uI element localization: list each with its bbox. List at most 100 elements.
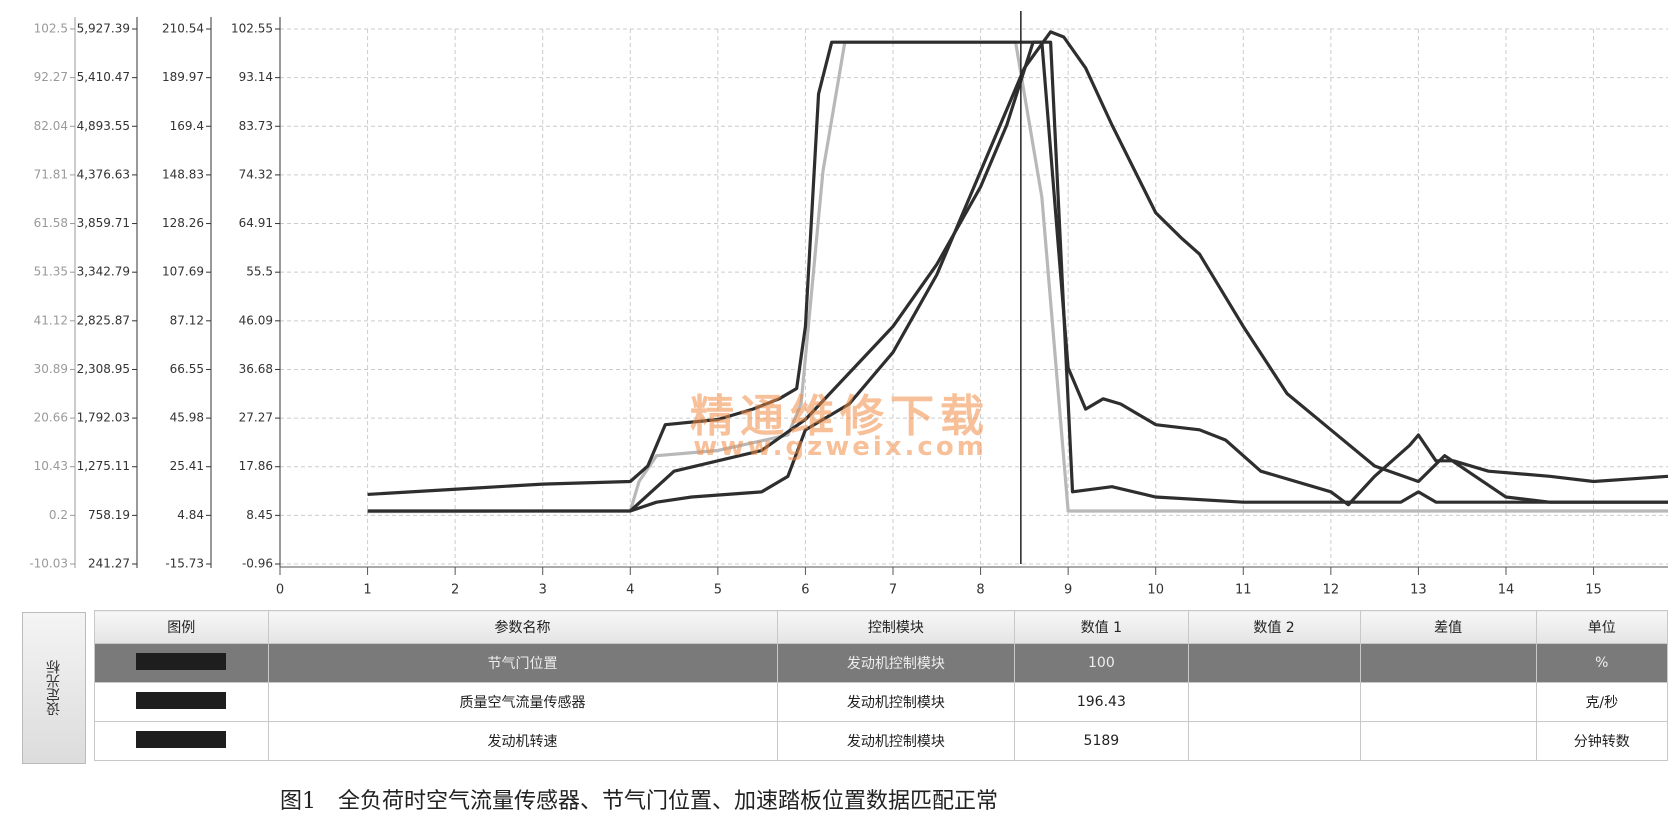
table-row[interactable]: 节气门位置 发动机控制模块 100%	[94, 643, 1669, 683]
y-tick-label: 41.12	[34, 313, 68, 327]
unit: %	[1535, 643, 1669, 683]
watermark-url: www.gzweix.com	[693, 432, 987, 462]
x-tick-label: 2	[451, 583, 459, 598]
y-tick-label: 1,792.03	[77, 411, 130, 425]
series-line	[367, 40, 1668, 513]
y-tick-label: -0.96	[242, 557, 273, 571]
value-2	[1187, 721, 1361, 761]
y-tick-label: 107.69	[162, 265, 204, 279]
x-tick-label: 1	[363, 583, 371, 598]
legend-cell	[94, 643, 269, 683]
y-tick-label: 51.35	[34, 265, 68, 279]
legend-cell	[94, 682, 269, 722]
y-tick-label: 2,825.87	[77, 313, 130, 327]
value-1: 5189	[1014, 721, 1189, 761]
unit: 克/秒	[1535, 682, 1669, 722]
column-header: 图例	[94, 610, 269, 644]
y-tick-label: 17.86	[239, 459, 273, 473]
y-tick-label: 30.89	[34, 362, 68, 376]
y-tick-label: 87.12	[170, 313, 204, 327]
x-tick-label: 4	[626, 583, 634, 598]
x-tick-label: 11	[1235, 583, 1252, 598]
y-tick-label: 241.27	[88, 557, 130, 571]
y-tick-label: 210.54	[162, 22, 204, 36]
caption: 图1 全负荷时空气流量传感器、节气门位置、加速踏板位置数据匹配正常	[280, 789, 998, 814]
x-tick-label: 12	[1323, 583, 1340, 598]
watermark-title: 精通维修下载	[690, 391, 990, 442]
table-row[interactable]: 质量空气流量传感器 发动机控制模块 196.43 克/秒	[94, 682, 1669, 722]
legend-swatch	[136, 652, 227, 670]
difference	[1359, 682, 1537, 722]
x-tick-label: 7	[889, 583, 897, 598]
column-header: 数值 2	[1187, 610, 1361, 644]
value-1: 100	[1014, 643, 1189, 683]
series-line	[629, 30, 1668, 513]
y-tick-label: 128.26	[162, 216, 204, 230]
y-tick-label: 20.66	[34, 411, 68, 425]
y-tick-label: 61.58	[34, 216, 68, 230]
y-tick-label: 4.84	[177, 508, 204, 522]
y-tick-label: 8.45	[246, 508, 273, 522]
y-tick-label: 5,927.39	[77, 22, 130, 36]
y-tick-label: -15.73	[165, 557, 204, 571]
difference	[1359, 643, 1537, 683]
y-tick-label: 46.09	[239, 313, 273, 327]
value-1: 196.43	[1014, 682, 1189, 722]
x-tick-label: 5	[714, 583, 722, 598]
y-tick-label: 102.55	[231, 22, 273, 36]
parameter-name: 发动机转速	[267, 721, 778, 761]
y-tick-label: 71.81	[34, 167, 68, 181]
legend-swatch	[136, 691, 227, 709]
legend-swatch	[136, 730, 227, 748]
chart: -10.03 0.2 10.43 20.66 30.89 41.12 51.35 61.58 7…	[29, 11, 1669, 598]
y-tick-label: 36.68	[239, 362, 273, 376]
series-line	[367, 40, 1668, 514]
y-tick-label: 93.14	[239, 70, 273, 84]
x-tick-label: 10	[1147, 583, 1164, 598]
unit: 分钟转数	[1535, 721, 1669, 761]
y-tick-label: 102.5	[34, 22, 68, 36]
control-module: 发动机控制模块	[776, 682, 1016, 722]
y-tick-label: 64.91	[239, 216, 273, 230]
legend-cell	[94, 721, 269, 761]
x-tick-label: 0	[276, 583, 284, 598]
y-tick-label: 5,410.47	[77, 70, 130, 84]
y-tick-label: 55.5	[246, 265, 273, 279]
y-tick-label: 1,275.11	[77, 459, 130, 473]
y-tick-label: 92.27	[34, 70, 68, 84]
x-tick-label: 6	[801, 583, 809, 598]
column-header: 差值	[1359, 610, 1537, 644]
x-tick-label: 3	[539, 583, 547, 598]
y-tick-label: 82.04	[34, 119, 68, 133]
y-tick-label: 3,859.71	[77, 216, 130, 230]
y-tick-label: 3,342.79	[77, 265, 130, 279]
column-header: 控制模块	[776, 610, 1016, 644]
y-tick-label: 169.4	[170, 119, 204, 133]
series-line	[367, 40, 1669, 507]
control-module: 发动机控制模块	[776, 643, 1016, 683]
cursor-button-label: 设定光标	[46, 660, 62, 716]
y-tick-label: 83.73	[239, 119, 273, 133]
column-header: 参数名称	[267, 610, 778, 644]
y-tick-label: 0.2	[49, 508, 68, 522]
y-tick-label: 25.41	[170, 459, 204, 473]
control-module: 发动机控制模块	[776, 721, 1016, 761]
y-tick-label: 74.32	[239, 167, 273, 181]
y-tick-label: 45.98	[170, 411, 204, 425]
y-tick-label: 758.19	[88, 508, 130, 522]
y-tick-label: 10.43	[34, 459, 68, 473]
column-header: 数值 1	[1014, 610, 1189, 644]
y-tick-label: 148.83	[162, 167, 204, 181]
parameter-name: 质量空气流量传感器	[267, 682, 778, 722]
x-tick-label: 14	[1498, 583, 1515, 598]
parameter-table: 图例 参数名称 控制模块 数值 1 数值 2 差值 单位 节气门位置 发动机控制模块 100% 质量…	[94, 610, 1669, 761]
y-tick-label: 66.55	[170, 362, 204, 376]
y-tick-label: 27.27	[239, 411, 273, 425]
parameter-name: 节气门位置	[267, 643, 778, 683]
x-tick-label: 15	[1585, 583, 1602, 598]
cursor-button[interactable]: 设定光标	[22, 612, 86, 764]
table-row[interactable]: 发动机转速 发动机控制模块 5189 分钟转数	[94, 721, 1669, 761]
difference	[1359, 721, 1537, 761]
value-2	[1187, 643, 1361, 683]
